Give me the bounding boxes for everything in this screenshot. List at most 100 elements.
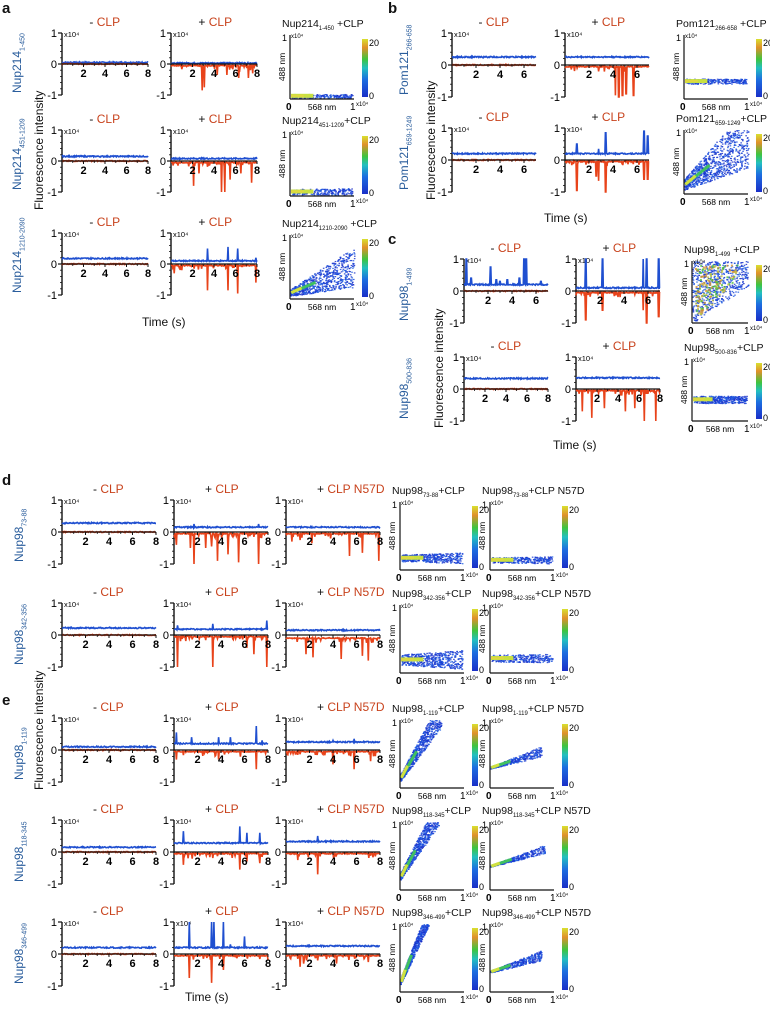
svg-text:6: 6 [232, 268, 238, 280]
svg-text:20: 20 [569, 505, 579, 515]
svg-text:488 nm: 488 nm [387, 522, 397, 550]
condition-title: + CLP [592, 110, 626, 124]
condition-title: - CLP [479, 15, 510, 29]
y-axis-label: Fluorescence intensity [32, 91, 46, 210]
svg-text:x10⁴: x10⁴ [401, 500, 414, 507]
svg-text:6: 6 [636, 393, 642, 405]
svg-text:1: 1 [51, 495, 57, 507]
svg-text:488 nm: 488 nm [277, 53, 287, 81]
condition-label: CLP [97, 112, 120, 126]
svg-text:-1: -1 [47, 662, 57, 674]
svg-text:568 nm: 568 nm [706, 424, 734, 434]
svg-text:x10⁴: x10⁴ [750, 101, 763, 108]
condition-sign: - [479, 110, 486, 124]
heatmap-title: Nup2141-450 +CLP [282, 18, 364, 32]
svg-text:x10⁴: x10⁴ [173, 230, 188, 239]
svg-text:-1: -1 [156, 90, 166, 102]
svg-text:0: 0 [286, 302, 292, 313]
svg-text:x10⁴: x10⁴ [64, 30, 79, 39]
condition-sign: + [198, 112, 208, 126]
condition-title: + CLP [603, 241, 637, 255]
svg-text:x10⁴: x10⁴ [750, 423, 763, 430]
svg-text:1: 1 [160, 125, 166, 137]
heatmap-title: Pom121266-658 +CLP [676, 18, 767, 32]
svg-text:0: 0 [763, 186, 768, 196]
row-label: Nup98342-356 [12, 604, 28, 665]
condition-sign: + [603, 339, 613, 353]
condition-label: CLP [100, 700, 123, 714]
condition-sign: + [317, 700, 327, 714]
svg-text:488 nm: 488 nm [679, 376, 689, 404]
condition-label: CLP [100, 904, 123, 918]
svg-text:1: 1 [441, 123, 447, 135]
svg-text:1: 1 [676, 128, 681, 138]
svg-text:x10⁴: x10⁴ [693, 357, 706, 364]
condition-label: CLP [97, 215, 120, 229]
svg-text:0: 0 [369, 188, 374, 198]
svg-text:-1: -1 [47, 187, 57, 199]
condition-sign: + [205, 700, 215, 714]
condition-label: CLP [215, 700, 238, 714]
condition-sign: + [198, 15, 208, 29]
condition-sign: + [603, 241, 613, 255]
svg-text:-1: -1 [47, 290, 57, 302]
svg-text:0: 0 [554, 60, 560, 72]
svg-text:x10⁴: x10⁴ [578, 354, 593, 363]
svg-text:2: 2 [82, 639, 88, 651]
condition-title: + CLP [198, 15, 232, 29]
svg-text:568 nm: 568 nm [706, 326, 734, 336]
panel-letter: a [2, 0, 10, 17]
row-label: Nup981-119 [12, 727, 28, 780]
condition-label: CLP N57D [327, 802, 384, 816]
svg-text:4: 4 [503, 393, 510, 405]
svg-text:2: 2 [586, 164, 592, 176]
condition-title: + CLP [198, 112, 232, 126]
condition-title: - CLP [491, 339, 522, 353]
svg-text:1: 1 [565, 254, 571, 266]
svg-text:0: 0 [160, 59, 166, 71]
x-axis-label: Time (s) [544, 211, 588, 225]
row-label: Nup98500-836 [397, 358, 413, 419]
svg-text:4: 4 [102, 268, 109, 280]
condition-title: + CLP [205, 700, 239, 714]
svg-text:1: 1 [51, 28, 57, 40]
svg-text:568 nm: 568 nm [418, 573, 446, 583]
svg-text:4: 4 [218, 536, 225, 548]
svg-text:x10⁴: x10⁴ [176, 600, 191, 609]
svg-text:2: 2 [485, 295, 491, 307]
svg-text:4: 4 [102, 165, 109, 177]
condition-title: - CLP [93, 482, 124, 496]
condition-sign: + [198, 215, 208, 229]
svg-text:4: 4 [497, 164, 504, 176]
svg-text:6: 6 [123, 68, 129, 80]
svg-text:0: 0 [486, 573, 492, 584]
condition-sign: - [491, 241, 498, 255]
svg-text:6: 6 [533, 295, 539, 307]
svg-text:20: 20 [763, 264, 770, 274]
svg-text:6: 6 [645, 295, 651, 307]
heatmap-title: Nup981-499 +CLP [684, 244, 760, 258]
svg-text:2: 2 [306, 536, 312, 548]
svg-text:4: 4 [106, 639, 113, 651]
condition-label: CLP [486, 110, 509, 124]
heatmap-title: Nup981-119+CLP [392, 703, 464, 717]
svg-text:20: 20 [763, 133, 770, 143]
condition-title: + CLP N57D [317, 585, 384, 599]
svg-text:6: 6 [129, 536, 135, 548]
condition-sign: + [592, 110, 602, 124]
condition-title: - CLP [479, 110, 510, 124]
svg-text:0: 0 [163, 527, 169, 539]
svg-text:x10⁴: x10⁴ [466, 572, 479, 579]
svg-text:1: 1 [482, 500, 487, 510]
svg-text:8: 8 [145, 268, 151, 280]
svg-text:20: 20 [369, 38, 379, 48]
svg-text:2: 2 [189, 68, 195, 80]
row-label: Nup2141210-2090 [10, 217, 26, 293]
svg-text:8: 8 [377, 536, 383, 548]
